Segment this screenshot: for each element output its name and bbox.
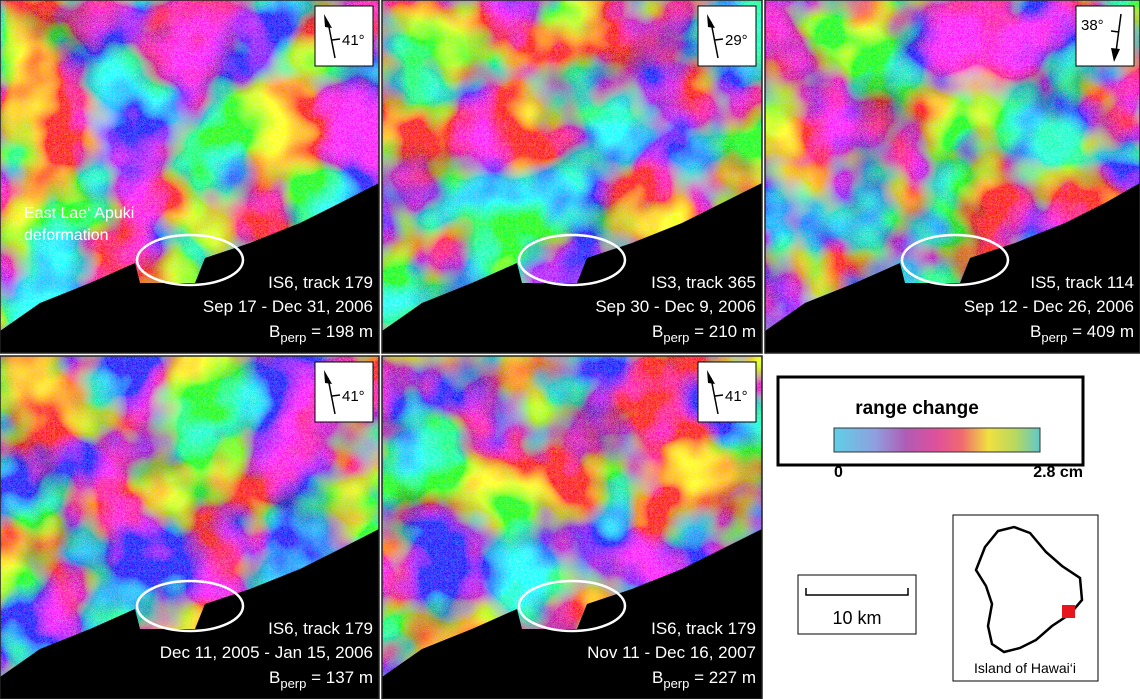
panel: IS6, track 179 Nov 11 - Dec 16, 2007 Bperp… [382,356,762,699]
legend-title: range change [855,398,979,419]
arrow-box [1076,6,1134,66]
bperp-value: = 227 m [689,668,756,687]
inset-map: Island of Hawai‘i [953,515,1098,681]
track-label: IS3, track 365 [651,273,756,292]
heading-arrow: 41° [315,362,373,422]
bperp-subscript: perp [280,330,306,345]
page: {"panels": [ {"track": "IS6, track 179",… [0,0,1140,699]
date-label: Dec 11, 2005 - Jan 15, 2006 [160,643,373,662]
bperp-value: = 210 m [689,322,756,341]
look-tick [332,39,340,40]
heading-arrow: 41° [698,362,756,422]
bperp-subscript: perp [663,676,689,691]
panel: IS6, track 179 Dec 11, 2005 - Jan 15, 200… [0,356,379,699]
heading-label: 38° [1081,17,1104,34]
bperp-symbol: B [269,668,280,687]
heading-arrow: 29° [698,6,756,66]
bperp-symbol: B [269,322,280,341]
date-label: Sep 30 - Dec 9, 2006 [595,297,756,316]
legend-max: 2.8 cm [1033,464,1083,481]
bperp-value: = 409 m [1067,322,1134,341]
color-bar [834,428,1040,452]
date-label: Sep 17 - Dec 31, 2006 [203,297,373,316]
heading-label: 41° [342,32,365,49]
location-marker [1062,605,1075,618]
heading-arrow: 41° [315,6,373,66]
bperp-symbol: B [1030,322,1041,341]
legend-min: 0 [834,464,843,481]
bperp-symbol: B [652,668,663,687]
track-label: IS6, track 179 [651,619,756,638]
heading-arrow: 38° [1076,6,1134,66]
annotation: East Lae‘ Apuki [24,205,134,222]
legend: range change 0 2.8 cm [778,377,1083,481]
bperp-value: = 198 m [306,322,373,341]
panel: IS5, track 114 Sep 12 - Dec 26, 2006 Bperp… [765,0,1140,353]
bperp-subscript: perp [280,676,306,691]
bperp-value: = 137 m [306,668,373,687]
look-tick [1111,31,1119,32]
track-label: IS6, track 179 [268,273,373,292]
inset-label: Island of Hawai‘i [974,660,1076,676]
bperp-subscript: perp [1041,330,1067,345]
scale-bar: 10 km [798,575,916,634]
look-tick [332,395,340,396]
inset-box [953,515,1098,681]
date-label: Nov 11 - Dec 16, 2007 [587,643,756,662]
track-label: IS6, track 179 [268,619,373,638]
look-tick [715,39,723,40]
heading-label: 41° [342,388,365,405]
heading-label: 29° [725,32,748,49]
bperp-subscript: perp [663,330,689,345]
date-label: Sep 12 - Dec 26, 2006 [964,297,1134,316]
track-label: IS5, track 114 [1030,273,1134,292]
scale-label: 10 km [832,608,881,628]
panel: IS6, track 179 Sep 17 - Dec 31, 2006 Bperp… [0,0,379,353]
look-tick [715,395,723,396]
bperp-symbol: B [652,322,663,341]
annotation: deformation [24,227,109,244]
figure: IS6, track 179 Sep 17 - Dec 31, 2006 Bperp… [0,0,1140,699]
heading-label: 41° [725,388,748,405]
